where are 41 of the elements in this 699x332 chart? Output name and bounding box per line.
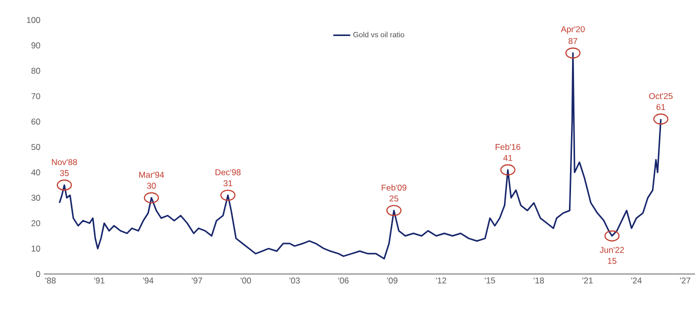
annotation: Oct'25 <box>649 93 673 100</box>
x-tick-label: '27 <box>680 278 690 284</box>
y-tick-label: 80 <box>31 68 40 74</box>
y-tick-label: 70 <box>32 93 40 100</box>
annotation: 15 <box>608 258 616 264</box>
annotation: Nov'88 <box>52 159 78 166</box>
x-tick-label: '00 <box>240 278 251 284</box>
x-tick-label: '18 <box>534 278 544 284</box>
annotation: Dec'98 <box>216 169 241 176</box>
y-tick-label: 20 <box>31 220 40 226</box>
annotation: 41 <box>503 154 512 161</box>
x-tick-label: '15 <box>484 278 496 284</box>
x-tick-label: '09 <box>387 278 398 284</box>
x-tick-label: '94 <box>143 278 154 284</box>
y-tick-label: 40 <box>31 169 40 176</box>
x-tick-label: '24 <box>631 278 642 284</box>
x-tick-label: '21 <box>582 278 593 284</box>
annotation: 30 <box>147 182 156 189</box>
annotation: Feb'09 <box>382 184 406 191</box>
annotation: 61 <box>656 104 666 110</box>
x-tick-label: '12 <box>436 278 446 284</box>
x-tick-label: '91 <box>94 278 104 284</box>
annotation: 87 <box>568 38 578 44</box>
y-tick-label: 50 <box>31 144 40 150</box>
x-tick-label: '06 <box>338 278 349 284</box>
annotation: 25 <box>390 196 398 202</box>
annotation: Jun'22 <box>600 246 624 253</box>
y-tick-label: 90 <box>31 42 40 48</box>
y-tick-label: 10 <box>32 246 40 252</box>
annotation: Mar'94 <box>139 172 164 178</box>
annotation: Apr'20 <box>560 26 585 34</box>
x-tick-label: '88 <box>45 278 56 284</box>
y-tick-label: 0 <box>36 271 40 277</box>
x-tick-label: '03 <box>290 278 300 284</box>
x-tick-label: '97 <box>192 278 202 284</box>
y-tick-label: 30 <box>31 194 40 201</box>
annotation: Feb'16 <box>496 144 520 150</box>
y-tick-label: 60 <box>32 118 40 125</box>
annotation: 35 <box>60 170 69 176</box>
annotation: 31 <box>224 180 232 186</box>
y-tick-label: 100 <box>26 17 40 23</box>
